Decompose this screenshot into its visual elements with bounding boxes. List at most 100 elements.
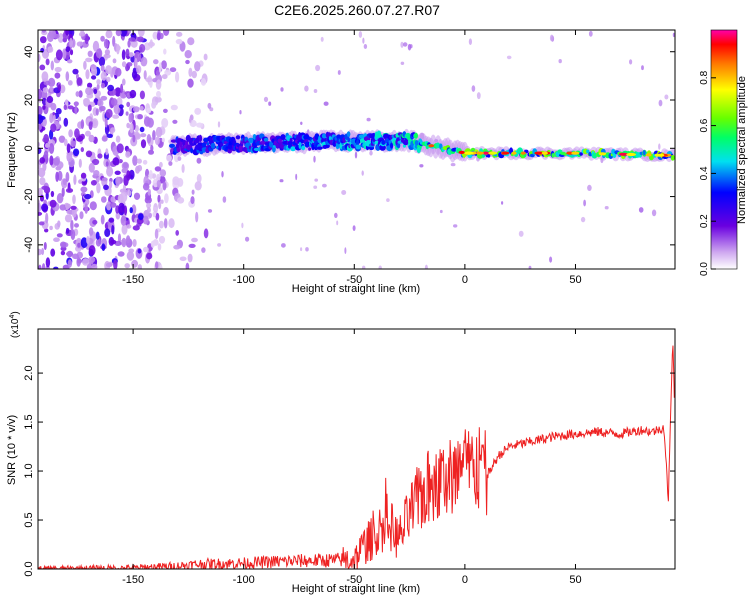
- snr-y-label: SNR (10 * v/v): [6, 415, 18, 485]
- spectrogram-noise-cell: [110, 127, 116, 133]
- spectrogram-noise-cell: [41, 247, 45, 256]
- spectrogram-speckle: [549, 34, 554, 42]
- spectrogram-speckle: [672, 32, 675, 38]
- spectrogram-speckle: [583, 199, 586, 207]
- spectrogram-noise-cell: [129, 207, 133, 214]
- spectrogram-noise-cell: [128, 113, 133, 123]
- spectrogram-speckle: [629, 59, 633, 65]
- snr-series-line: [38, 345, 675, 569]
- spectrogram-x-tick-label: 0: [462, 274, 468, 286]
- spectrogram-noise-cell: [61, 187, 65, 197]
- spectrogram-noise-cell: [106, 201, 112, 211]
- spectrogram-noise-cell: [142, 159, 148, 165]
- spectrogram-ridge-cell: [347, 138, 352, 143]
- spectrogram-noise-cell: [139, 90, 145, 100]
- spectrogram-noise-cell: [97, 153, 103, 159]
- spectrogram-noise-cell: [66, 143, 71, 154]
- spectrogram-noise-cell: [151, 101, 157, 109]
- spectrogram-noise-cell: [74, 128, 80, 139]
- spectrogram-noise-cell: [125, 63, 130, 72]
- spectrogram-noise-cell: [154, 228, 159, 240]
- spectrogram-noise-cell: [73, 148, 80, 157]
- spectrogram-noise-cell: [140, 139, 147, 149]
- spectrogram-noise-cell: [57, 84, 62, 91]
- spectrogram-noise-cell: [136, 158, 142, 164]
- spectrogram-noise-cell: [65, 171, 70, 183]
- spectrogram-noise-cell: [92, 65, 97, 70]
- spectrogram-speckle: [638, 207, 644, 213]
- spectrogram-noise-cell: [146, 207, 151, 214]
- spectrogram-noise-cell: [134, 125, 139, 133]
- spectrogram-speckle: [323, 101, 329, 106]
- spectrogram-y-tick-label: 0: [23, 145, 35, 151]
- spectrogram-noise-cell: [65, 203, 71, 209]
- spectrogram-speckle: [558, 59, 562, 64]
- spectrogram-noise-cell: [127, 40, 131, 48]
- spectrogram-speckle: [453, 224, 458, 228]
- spectrogram-ridge-cell: [190, 147, 194, 154]
- spectrogram-noise-cell: [137, 264, 142, 269]
- spectrogram-ridge-cell: [176, 147, 181, 153]
- spectrogram-noise-cell: [41, 203, 49, 212]
- spectrogram-peak-cell: [476, 151, 484, 155]
- colorbar-label: Normalized spectral amplitude: [736, 76, 748, 224]
- spectrogram-noise-cell: [49, 155, 54, 166]
- spectrogram-noise-cell: [95, 238, 102, 247]
- spectrogram-noise-cell: [136, 56, 142, 62]
- spectrogram-noise-cell: [87, 82, 93, 89]
- spectrogram-ridge-cell: [355, 144, 362, 150]
- spectrogram-noise-cell: [38, 248, 43, 256]
- spectrogram-noise-cell: [39, 157, 46, 164]
- spectrogram-noise-cell: [57, 116, 62, 122]
- spectrogram-noise-cell: [115, 67, 122, 77]
- spectrogram-speckle: [334, 212, 338, 218]
- snr-y-tick-label: 0.5: [23, 512, 35, 527]
- spectrogram-noise-cell: [146, 252, 153, 260]
- colorbar-tick-label: 0.6: [699, 118, 710, 132]
- spectrogram-noise-cell: [67, 105, 74, 110]
- spectrogram-ridge-cell: [414, 132, 418, 139]
- spectrogram-noise-cell: [60, 250, 66, 256]
- spectrogram-speckle: [468, 38, 472, 45]
- spectrogram-noise-cell: [106, 76, 111, 83]
- spectrogram-speckle: [313, 155, 316, 163]
- spectrogram-speckle: [217, 243, 222, 247]
- spectrogram-noise-cell: [175, 71, 180, 83]
- spectrogram-noise-cell: [126, 235, 131, 244]
- spectrogram-noise-cell: [65, 30, 70, 36]
- spectrogram-noise-cell: [95, 231, 100, 240]
- spectrogram-noise-cell: [56, 193, 64, 204]
- spectrogram-noise-cell: [127, 30, 132, 34]
- spectrogram-noise-cell: [49, 129, 54, 140]
- spectrogram-noise-cell: [67, 80, 73, 86]
- spectrogram-noise-cell: [138, 213, 144, 221]
- spectrogram-y-ticks: -40 -20 0 20 40: [23, 46, 675, 253]
- spectrogram-noise-cell: [159, 161, 163, 168]
- spectrogram-noise-cell: [161, 74, 168, 80]
- spectrogram-noise-cell: [50, 102, 57, 111]
- spectrogram-speckle: [641, 65, 644, 71]
- spectrogram-noise-cell: [152, 31, 159, 40]
- spectrogram-noise-cell: [52, 33, 60, 39]
- spectrogram-noise-cell: [115, 135, 121, 143]
- spectrogram-x-tick-label: -50: [346, 274, 362, 286]
- spectrogram-noise-cell: [185, 59, 190, 65]
- spectrogram-noise-cell: [188, 243, 196, 248]
- spectrogram-ridge-cell: [311, 143, 315, 151]
- spectrogram-noise-cell: [163, 218, 168, 229]
- spectrogram-noise-cell: [116, 143, 124, 154]
- spectrogram-ridge-cell: [374, 140, 379, 145]
- spectrogram-speckle: [362, 37, 365, 44]
- spectrogram-noise-cell: [105, 108, 113, 119]
- spectrogram-noise-cell: [158, 220, 164, 229]
- snr-x-label: Height of straight line (km): [292, 583, 420, 595]
- spectrogram-speckle: [501, 201, 504, 205]
- spectrogram-ridge-cell: [212, 135, 216, 142]
- spectrogram-noise-cell: [104, 117, 108, 128]
- spectrogram-noise-cell: [100, 214, 105, 225]
- spectrogram-peak-cell: [541, 151, 548, 155]
- spectrogram-ridge-cell: [381, 140, 386, 145]
- spectrogram-noise-cell: [45, 58, 50, 66]
- spectrogram-noise-cell: [104, 49, 110, 56]
- spectrogram-noise-cell: [142, 215, 149, 225]
